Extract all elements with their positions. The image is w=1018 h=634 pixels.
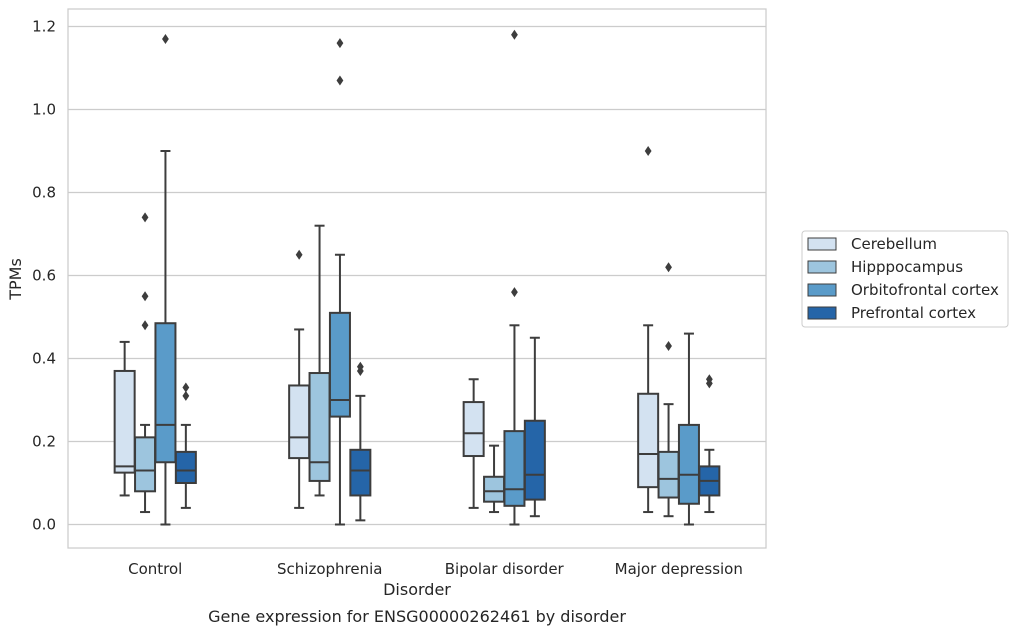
box-plots	[113, 29, 721, 526]
y-tick-label: 0.4	[32, 350, 56, 368]
legend-frame	[801, 230, 1009, 328]
x-tick-label: Control	[128, 560, 182, 578]
box-iqr	[483, 475, 506, 503]
series-hipppocampus	[134, 212, 680, 518]
outlier-point	[336, 38, 344, 49]
legend-swatch	[807, 306, 837, 320]
legend-swatch	[807, 260, 837, 274]
x-tick-label: Major depression	[615, 560, 743, 578]
outlier-point	[162, 33, 169, 44]
legend-label: Hipppocampus	[851, 258, 963, 276]
legend: Cerebellum Hipppocampus Orbitofrontal cort…	[801, 230, 1009, 328]
box-plot	[637, 146, 660, 514]
outlier-point	[665, 341, 672, 352]
y-tick-label: 0.0	[32, 516, 56, 534]
outlier-point	[665, 262, 672, 273]
y-tick-labels: 0.0 0.2 0.4 0.6 0.8 1.0 1.2	[32, 18, 56, 534]
box-plot	[134, 212, 157, 514]
outlier-point	[511, 29, 518, 40]
x-tick-label: Schizophrenia	[277, 560, 382, 578]
box-plot	[698, 374, 721, 514]
box-plot	[657, 262, 680, 518]
box-iqr	[134, 436, 157, 493]
outlier-point	[182, 390, 190, 401]
box-iqr	[462, 401, 485, 458]
box-iqr	[328, 311, 351, 418]
box-plot	[523, 336, 546, 518]
box-iqr	[637, 392, 660, 489]
x-tick-labels: Control Schizophrenia Bipolar disorder Majo…	[128, 560, 743, 578]
outlier-point	[705, 374, 713, 385]
outlier-point	[295, 249, 303, 260]
outlier-point	[336, 75, 344, 86]
outlier-point	[141, 291, 149, 302]
box-iqr	[677, 423, 700, 505]
legend-swatch	[807, 283, 837, 297]
y-tick-label: 1.0	[32, 101, 56, 119]
box-iqr	[349, 448, 372, 497]
box-plot	[677, 332, 700, 526]
box-iqr	[503, 430, 526, 507]
box-iqr	[113, 369, 136, 474]
outlier-point	[511, 287, 518, 298]
box-plot	[483, 444, 506, 514]
box-plot	[328, 38, 351, 526]
box-plot	[503, 29, 526, 526]
grid-lines	[68, 25, 766, 526]
box-plot	[308, 224, 331, 497]
series-orbitofrontal-cortex	[154, 29, 700, 526]
outlier-point	[356, 361, 364, 372]
outlier-point	[141, 320, 149, 331]
outlier-point	[644, 146, 652, 156]
legend-swatch	[807, 237, 837, 251]
series-cerebellum	[113, 146, 660, 514]
outlier-point	[182, 382, 190, 393]
box-iqr	[288, 384, 311, 460]
box-plot	[462, 378, 485, 509]
box-iqr	[174, 450, 197, 484]
outlier-point	[141, 212, 149, 223]
box-iqr	[523, 419, 546, 501]
y-tick-label: 0.8	[32, 184, 56, 202]
box-iqr	[154, 322, 177, 464]
y-axis-label: TPMs	[6, 258, 25, 301]
box-iqr	[657, 450, 680, 499]
box-plot	[154, 33, 177, 526]
y-tick-label: 1.2	[32, 18, 56, 36]
box-plot	[349, 361, 372, 522]
box-plot	[174, 382, 197, 509]
legend-label: Prefrontal cortex	[851, 304, 976, 322]
legend-label: Cerebellum	[851, 235, 937, 253]
series-prefrontal-cortex	[174, 336, 721, 522]
y-tick-label: 0.2	[32, 433, 56, 451]
y-tick-label: 0.6	[32, 267, 56, 285]
chart-caption: Gene expression for ENSG00000262461 by d…	[208, 607, 626, 626]
legend-label: Orbitofrontal cortex	[851, 281, 999, 299]
plot-frame	[67, 8, 767, 549]
box-plot	[113, 340, 136, 497]
x-tick-label: Bipolar disorder	[445, 560, 565, 578]
box-iqr	[308, 372, 331, 482]
x-axis-label: Disorder	[383, 580, 451, 599]
